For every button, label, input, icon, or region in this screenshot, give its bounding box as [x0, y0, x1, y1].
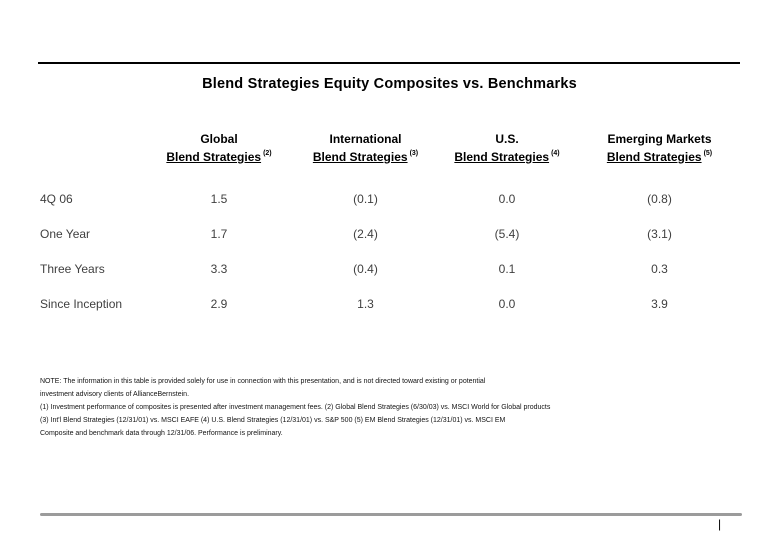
column-header-region: Global — [200, 132, 238, 146]
header-spacer — [40, 131, 142, 181]
footnote-line: NOTE: The information in this table is p… — [40, 378, 486, 385]
footnote-ref: (5) — [703, 150, 713, 157]
footnote-ref: (4) — [551, 150, 560, 157]
column-header-name: Blend Strategies (5) — [606, 150, 713, 164]
value-cell: 3.9 — [651, 296, 668, 311]
row-label: Three Years — [40, 261, 105, 276]
column-header-region: U.S. — [495, 132, 519, 146]
page-title: Blend Strategies Equity Composites vs. B… — [202, 76, 577, 92]
column-header-region: Emerging Markets — [607, 132, 712, 146]
value-cell: 1.5 — [210, 191, 228, 206]
row-label: One Year — [40, 226, 91, 241]
bottom-divider-line — [40, 513, 742, 516]
column-header-international: International Blend Strategies (3) — [296, 131, 435, 181]
performance-table: Global Blend Strategies (2) International… — [40, 131, 740, 321]
column-header-global: Global Blend Strategies (2) — [142, 131, 296, 181]
footnote-line: Composite and benchmark data through 12/… — [40, 430, 283, 437]
value-cell: (0.8) — [647, 191, 672, 206]
value-cell: (0.4) — [353, 261, 378, 276]
column-header-name: Blend Strategies (3) — [312, 150, 419, 164]
column-header-us: U.S. Blend Strategies (4) — [435, 131, 579, 181]
value-cell: (5.4) — [494, 226, 520, 241]
value-cell: 0.3 — [651, 261, 668, 276]
value-cell: 1.3 — [357, 296, 374, 311]
top-divider-line — [38, 62, 740, 64]
value-cell: 0.0 — [498, 191, 516, 206]
column-header-name: Blend Strategies (2) — [166, 150, 272, 164]
footnote-ref: (3) — [409, 150, 419, 157]
value-cell: 0.1 — [498, 261, 516, 276]
value-cell: 0.0 — [498, 296, 516, 311]
row-label: Since Inception — [40, 296, 123, 311]
value-cell: (2.4) — [353, 226, 378, 241]
value-cell: 3.3 — [210, 261, 228, 276]
value-cell: 1.7 — [210, 226, 228, 241]
value-cell: (3.1) — [647, 226, 672, 241]
column-header-region: International — [329, 132, 402, 146]
row-label: 4Q 06 — [40, 191, 73, 206]
column-header-name: Blend Strategies (4) — [454, 150, 560, 164]
footnote-ref: (2) — [263, 150, 272, 157]
value-cell: (0.1) — [353, 191, 378, 206]
footnote-line: (1) Investment performance of composites… — [40, 404, 551, 411]
footnote-line: (3) Int'l Blend Strategies (12/31/01) vs… — [40, 417, 506, 424]
footnote-line: investment advisory clients of AllianceB… — [40, 391, 190, 398]
footnotes-block: NOTE: The information in this table is p… — [40, 375, 750, 440]
column-header-emerging-markets: Emerging Markets Blend Strategies (5) — [579, 131, 740, 181]
footer-page-mark: | — [718, 517, 722, 531]
value-cell: 2.9 — [210, 296, 228, 311]
